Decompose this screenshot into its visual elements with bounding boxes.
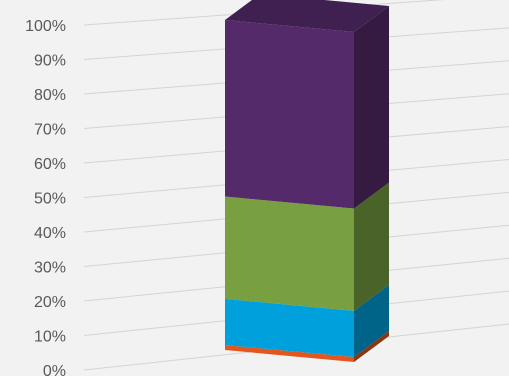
y-tick-label: 80% [34,87,66,104]
bar-segment [225,298,354,358]
y-tick-label: 60% [34,156,66,173]
bar-segment-side [354,331,389,362]
y-tick-label: 10% [34,329,66,346]
y-tick-label: 40% [34,225,66,242]
bar-segment [225,345,354,362]
bar-segment [225,196,354,311]
y-tick-label: 30% [34,260,66,277]
bar-segment-side [354,6,389,209]
y-axis-tick-labels: 0% 10% 20% 30% 40% 50% 60% 70% 80% 90% 100% [25,18,66,376]
y-tick-label: 100% [25,18,66,35]
bar-segment [225,20,354,209]
y-tick-label: 50% [34,191,66,208]
bar-segment-side [354,284,389,358]
y-tick-label: 0% [43,363,66,376]
y-tick-label: 90% [34,53,66,70]
bar-segments [225,0,389,362]
bar-segment-side [354,182,389,311]
y-tick-label: 70% [34,122,66,139]
y-tick-label: 20% [34,294,66,311]
bar-top-face [225,0,389,32]
